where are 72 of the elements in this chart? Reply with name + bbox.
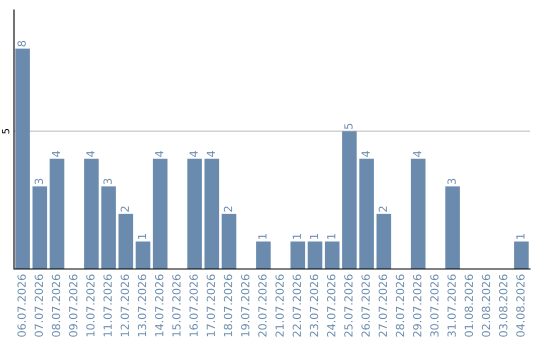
bar xyxy=(514,241,529,269)
x-tick-label: 21.07.2026 xyxy=(275,274,284,337)
bar xyxy=(118,214,134,269)
data-label: 1 xyxy=(258,234,266,239)
bar xyxy=(290,241,306,269)
data-label: 4 xyxy=(190,150,198,157)
bar xyxy=(101,186,116,269)
x-tick-label: 27.07.2026 xyxy=(378,274,388,337)
bar xyxy=(136,241,150,269)
bar xyxy=(204,158,220,269)
data-label: 4 xyxy=(413,150,422,157)
data-label: 2 xyxy=(120,206,129,212)
bar xyxy=(222,214,236,269)
x-tick-label: 11.07.2026 xyxy=(103,274,112,336)
x-tick-label: 19.07.2026 xyxy=(241,274,250,336)
bar xyxy=(32,186,48,269)
x-tick-label: 17.07.2026 xyxy=(206,274,216,336)
x-tick-label: 15.07.2026 xyxy=(172,274,181,336)
data-label: 1 xyxy=(516,234,524,239)
x-tick-label: 31.07.2026 xyxy=(447,274,456,337)
x-tick-label: 23.07.2026 xyxy=(310,274,318,337)
x-tick-label: 22.07.2026 xyxy=(292,274,302,337)
data-label: 4 xyxy=(362,150,370,157)
x-tick-label: 12.07.2026 xyxy=(120,274,130,336)
x-tick-label: 06.07.2026 xyxy=(17,274,26,337)
x-tick-label: 03.08.2026 xyxy=(499,274,508,337)
bar xyxy=(308,241,322,269)
bar xyxy=(445,186,460,269)
x-tick-label: 26.07.2026 xyxy=(361,274,370,337)
x-tick-label: 29.07.2026 xyxy=(413,274,422,337)
data-label: 4 xyxy=(206,150,215,157)
data-label: 1 xyxy=(327,234,336,239)
bar xyxy=(376,214,392,269)
data-label: 3 xyxy=(103,178,112,184)
x-tick-label: 25.07.2026 xyxy=(344,274,353,337)
bar xyxy=(152,158,168,269)
x-tick-label: 20.07.2026 xyxy=(258,274,267,337)
bar xyxy=(84,158,99,269)
bar xyxy=(15,48,30,269)
data-label: 4 xyxy=(155,150,164,157)
x-tick-label: 24.07.2026 xyxy=(327,274,336,337)
bar xyxy=(187,158,202,269)
x-tick-label: 30.07.2026 xyxy=(430,274,439,337)
bar xyxy=(342,131,357,269)
data-label: 8 xyxy=(17,40,26,46)
bar xyxy=(410,158,426,269)
x-tick-label: 09.07.2026 xyxy=(69,274,78,337)
x-tick-label: 01.08.2026 xyxy=(464,274,474,337)
bar xyxy=(359,158,374,269)
x-tick-label: 13.07.2026 xyxy=(138,274,146,336)
bar xyxy=(50,158,64,269)
data-label: 1 xyxy=(138,234,146,239)
data-label: 1 xyxy=(292,234,301,239)
x-tick-label: 07.07.2026 xyxy=(34,274,44,337)
x-tick-label: 08.07.2026 xyxy=(52,274,60,337)
x-tick-label: 28.07.2026 xyxy=(396,274,404,337)
data-label: 2 xyxy=(378,206,387,212)
x-tick-label: 10.07.2026 xyxy=(86,274,95,336)
data-label: 2 xyxy=(224,206,232,212)
bar xyxy=(324,241,340,269)
data-label: 5 xyxy=(344,124,353,129)
x-tick-label: 16.07.2026 xyxy=(189,274,198,336)
x-tick-label: 02.08.2026 xyxy=(482,274,490,337)
x-tick-label: 04.08.2026 xyxy=(516,274,525,337)
x-tick-label: 18.07.2026 xyxy=(224,274,232,336)
data-label: 4 xyxy=(86,150,94,157)
data-label: 1 xyxy=(310,234,318,239)
x-tick-label: 14.07.2026 xyxy=(155,274,164,336)
bar xyxy=(256,241,271,269)
data-label: 3 xyxy=(447,178,456,184)
data-label: 3 xyxy=(34,178,44,184)
data-label: 4 xyxy=(52,150,60,157)
